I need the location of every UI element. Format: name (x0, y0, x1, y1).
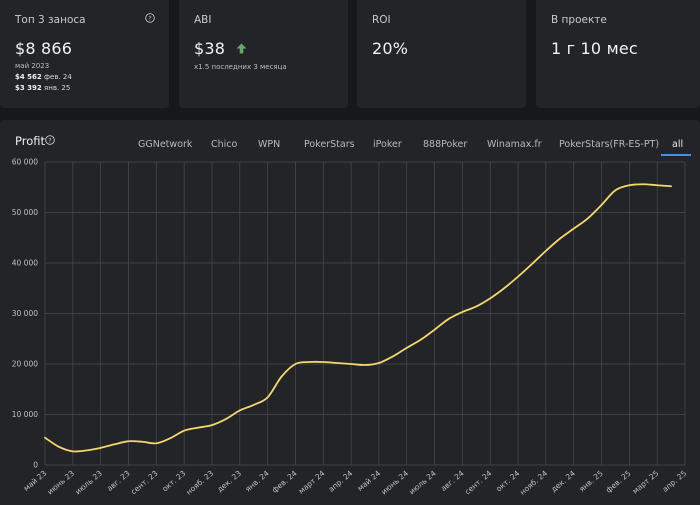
x-tick-label: фев. 24 (270, 468, 299, 494)
active-tab-underline (661, 154, 691, 156)
svg-text:?: ? (48, 136, 51, 144)
tab-wpn[interactable]: WPN (258, 139, 281, 150)
tab-pokerstars-fr-es-pt[interactable]: PokerStars(FR-ES-PT) (559, 139, 660, 150)
roi-label: ROI (372, 14, 391, 26)
panel-title: Profit (15, 134, 45, 148)
x-tick-label: янв. 24 (244, 468, 272, 493)
y-tick-label: 20 000 (12, 360, 38, 369)
abi-card: ABI $38 x1.5 последних 3 месяца (179, 0, 348, 108)
x-tick-label: апр. 25 (661, 468, 689, 493)
top3-row-date: янв. 25 (44, 84, 71, 92)
tab-all[interactable]: all (672, 139, 684, 150)
tab-pokerstars[interactable]: PokerStars (304, 139, 355, 150)
x-tick-label: нояб. 24 (518, 468, 549, 496)
x-tick-label: март 24 (297, 468, 327, 495)
arrow-up-icon (236, 43, 247, 53)
abi-value-row: $38 (194, 39, 333, 58)
y-tick-label: 10 000 (12, 410, 38, 419)
tab-888poker[interactable]: 888Poker (423, 139, 468, 150)
help-icon[interactable]: ? (45, 135, 55, 145)
x-tick-label: июнь 23 (45, 469, 76, 497)
roi-card: ROI 20% (357, 0, 526, 108)
x-tick-label: сент. 24 (463, 468, 494, 496)
y-tick-label: 40 000 (12, 259, 38, 268)
top3-row-date: фев. 24 (44, 73, 72, 81)
help-icon[interactable]: ? (145, 13, 155, 23)
top3-label: Топ 3 заноса (15, 14, 86, 26)
abi-sub: x1.5 последних 3 месяца (194, 63, 287, 71)
x-tick-label: июль 23 (73, 469, 104, 497)
y-tick-label: 30 000 (12, 309, 38, 318)
roi-value: 20% (372, 39, 409, 58)
top3-row-amount: $4 562 (15, 73, 42, 81)
tab-chico[interactable]: Chico (211, 139, 238, 150)
top3-row: $4 562 фев. 24 (15, 73, 154, 81)
tab-winamax[interactable]: Winamax.fr (487, 139, 542, 150)
tab-ggnetwork[interactable]: GGNetwork (138, 139, 193, 150)
top3-value: $8 866 (15, 39, 73, 58)
y-tick-label: 0 (33, 461, 38, 470)
x-tick-label: дек. 23 (215, 469, 243, 494)
top3-card: Топ 3 заноса ? $8 866 май 2023 $4 562 фе… (0, 0, 169, 108)
y-tick-label: 50 000 (12, 208, 38, 217)
top3-row-amount: $3 392 (15, 84, 42, 92)
abi-value: $38 (194, 39, 226, 58)
tab-ipoker[interactable]: iPoker (373, 139, 402, 150)
y-tick-label: 60 000 (12, 158, 38, 167)
x-tick-label: июль 24 (407, 469, 438, 497)
site-tabs: GGNetwork Chico WPN PokerStars iPoker 88… (0, 139, 700, 159)
x-tick-label: дек. 24 (549, 469, 577, 494)
x-tick-label: нояб. 23 (184, 468, 215, 496)
x-tick-label: янв. 25 (577, 468, 605, 493)
top3-row: $3 392 янв. 25 (15, 84, 154, 92)
project-card: В проекте 1 г 10 мес (536, 0, 700, 108)
project-label: В проекте (551, 14, 607, 26)
x-tick-label: фев. 25 (604, 468, 633, 494)
svg-text:?: ? (148, 14, 151, 22)
x-tick-label: июнь 24 (379, 469, 410, 497)
x-tick-label: март 25 (631, 468, 661, 495)
abi-label: ABI (194, 14, 212, 26)
x-tick-label: сент. 23 (129, 468, 160, 496)
project-value: 1 г 10 мес (551, 39, 638, 58)
profit-panel: Profit ? GGNetwork Chico WPN PokerStars … (0, 120, 700, 505)
profit-series-line (44, 183, 672, 453)
x-tick-label: апр. 24 (327, 468, 355, 493)
top3-date: май 2023 (15, 62, 50, 70)
